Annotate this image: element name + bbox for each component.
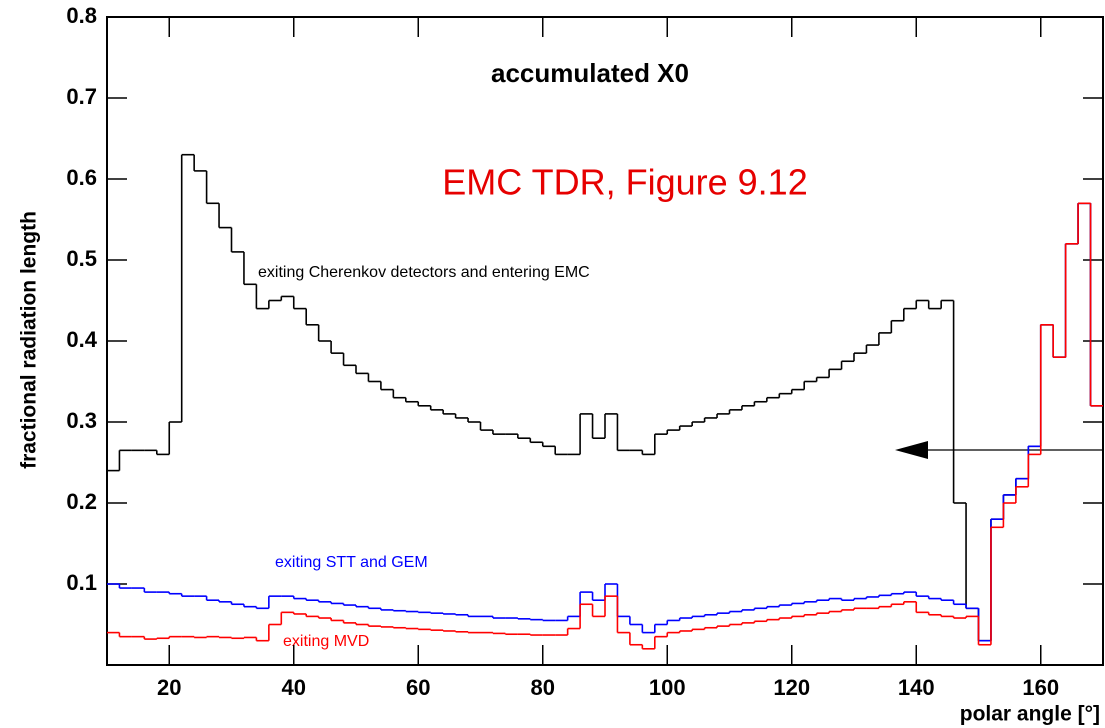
x-axis-label: polar angle [°] [960,703,1100,726]
chart-title: accumulated X0 [491,58,689,88]
x-tick-label: 160 [1022,675,1059,700]
x-tick-label: 20 [157,675,181,700]
x-tick-label: 40 [282,675,306,700]
series-label: exiting MVD [283,633,369,650]
arrow-head [895,441,928,459]
series-label: exiting STT and GEM [275,554,428,571]
y-axis-label: fractional radiation length [18,211,41,469]
y-tick-label: 0.2 [66,489,97,514]
y-tick-label: 0.6 [66,165,97,190]
y-tick-label: 0.4 [66,327,97,352]
y-tick-label: 0.7 [66,84,97,109]
x-tick-label: 100 [649,675,686,700]
x-tick-label: 80 [531,675,555,700]
y-tick-label: 0.5 [66,246,97,271]
x-tick-label: 60 [406,675,430,700]
x-tick-label: 120 [773,675,810,700]
y-tick-label: 0.8 [66,3,97,28]
series-label: exiting Cherenkov detectors and entering… [258,264,590,281]
y-tick-label: 0.1 [66,570,97,595]
annotation: EMC TDR, Figure 9.12 [442,162,807,203]
x-tick-label: 140 [898,675,935,700]
y-tick-label: 0.3 [66,408,97,433]
